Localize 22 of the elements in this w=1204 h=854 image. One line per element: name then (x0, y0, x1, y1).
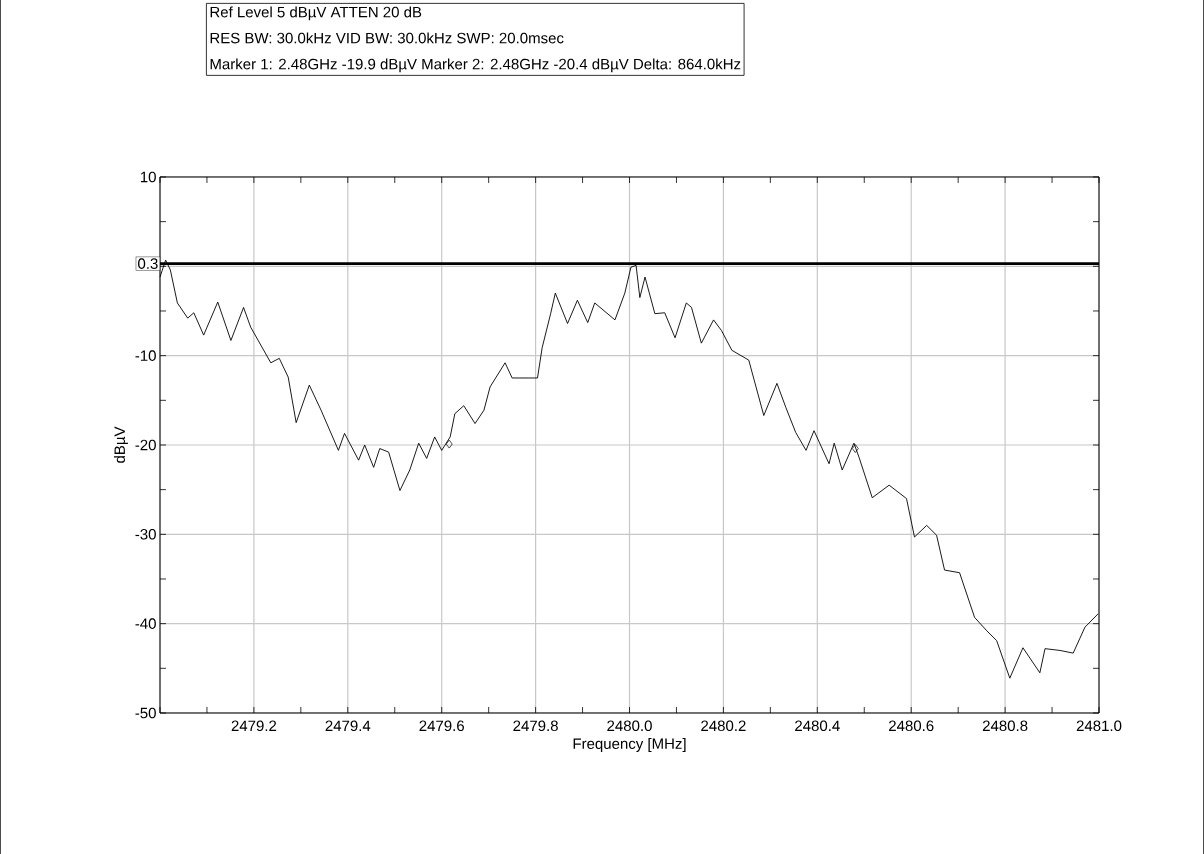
text: Marker 1: 2.48GHz -19.9 dBµV Marker 2: 2.48GHz -20.4 dBµV Delta: 864.0kHz (210, 58, 741, 73)
x-tick-label: 2479.6 (419, 720, 464, 732)
y-tick-label: 10 (140, 171, 156, 183)
x-tick-label: 2480.0 (607, 720, 652, 732)
ref-line-label: 0.3 (138, 258, 158, 269)
x-tick-label: 2480.2 (701, 720, 746, 732)
x-tick-label: 2479.4 (325, 720, 371, 732)
x-tick-label: 2481.0 (1076, 720, 1122, 732)
y-tick-label: -20 (135, 439, 156, 451)
y-tick-label: -40 (135, 618, 156, 629)
text: RES BW: 30.0kHz VID BW: 30.0kHz SWP: 20.0msec (210, 32, 564, 44)
y-axis-title: dBµV (113, 426, 128, 463)
y-tick-label: -30 (135, 529, 156, 540)
x-tick-label: 2480.4 (795, 720, 840, 732)
y-tick-label: -50 (135, 707, 156, 719)
x-tick-label: 2479.2 (231, 720, 277, 732)
x-axis-title: Frequency [MHz] (573, 737, 686, 752)
x-tick-label: 2480.6 (889, 720, 934, 732)
x-tick-label: 2479.8 (513, 720, 558, 732)
text: Ref Level 5 dBµV ATTEN 20 dB (210, 6, 422, 21)
y-tick-label: -10 (135, 350, 156, 361)
x-tick-label: 2480.8 (982, 720, 1028, 732)
